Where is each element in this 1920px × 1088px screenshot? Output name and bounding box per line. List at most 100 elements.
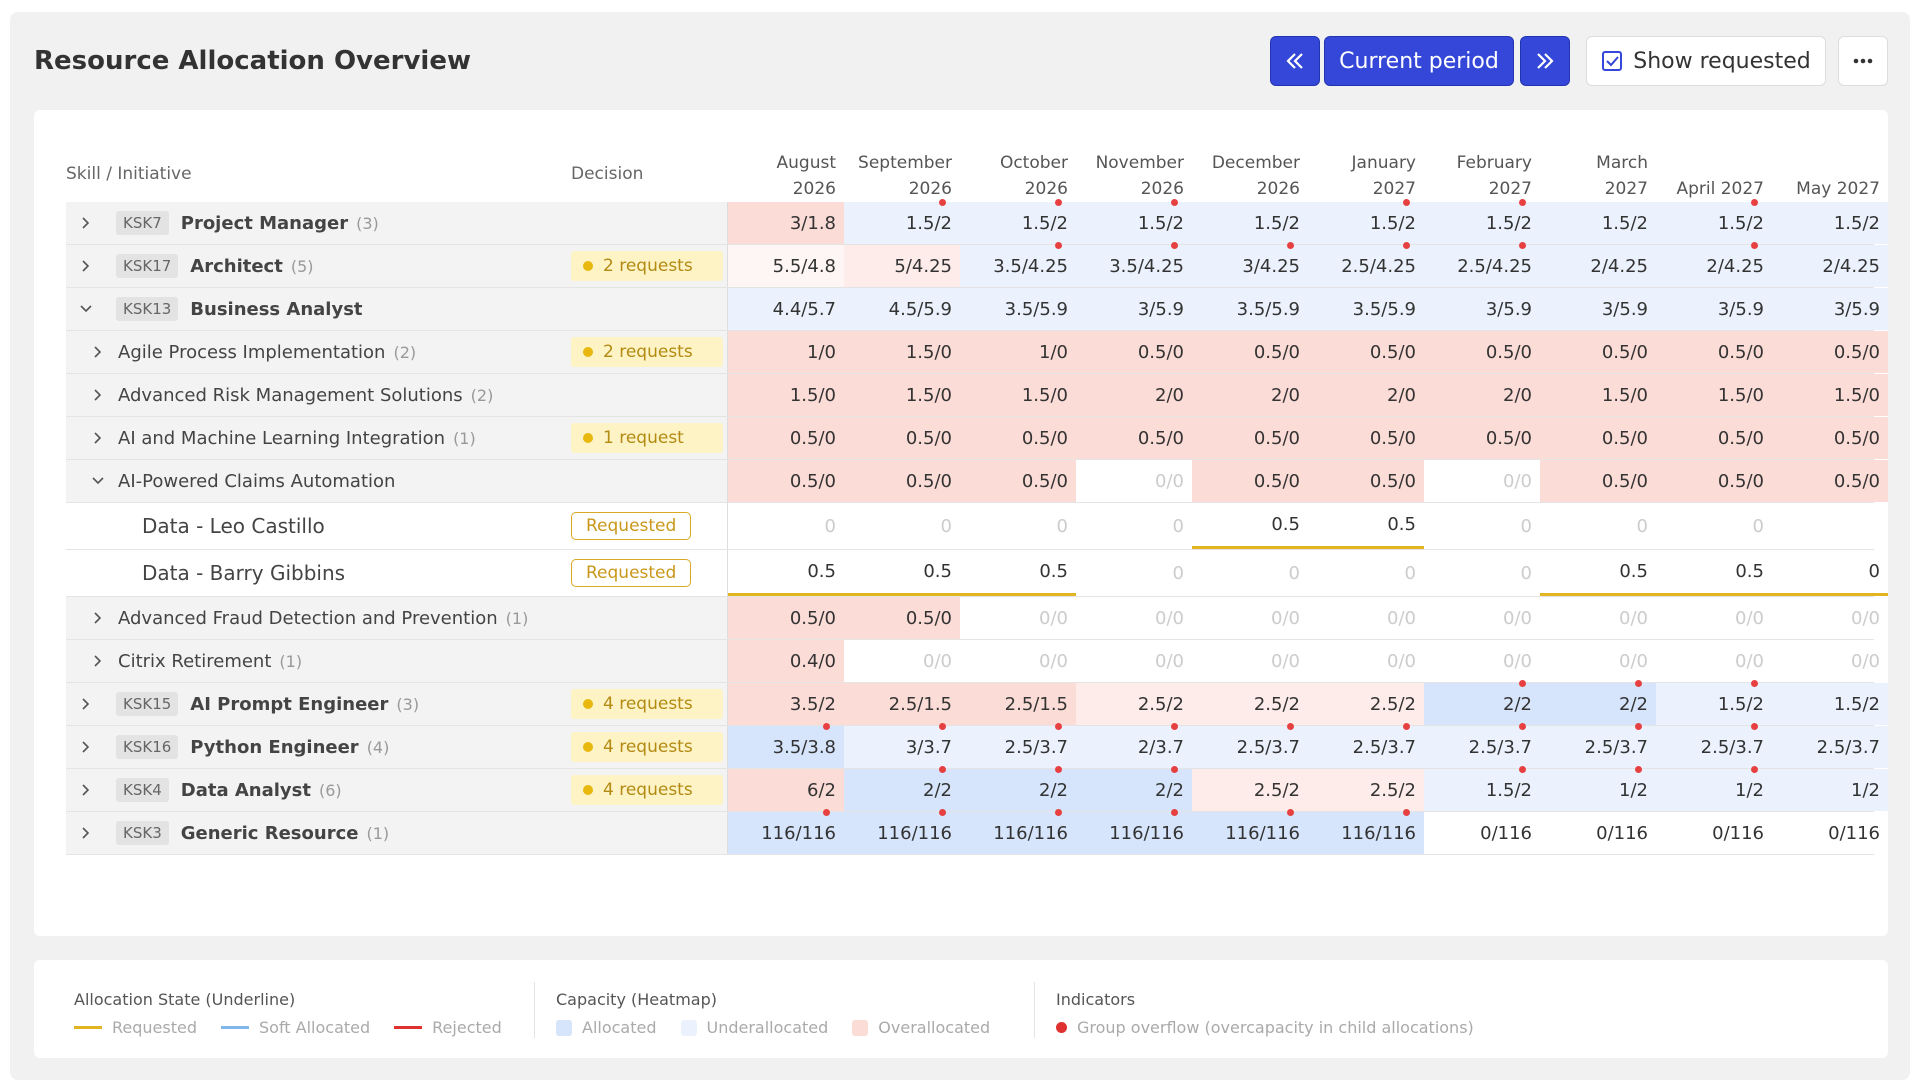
allocation-cell: 0.5/0 <box>1656 417 1772 459</box>
expand-toggle[interactable] <box>90 387 106 403</box>
skill-code: KSK15 <box>116 692 179 716</box>
chevron <box>94 612 102 624</box>
expand-toggle[interactable] <box>78 301 94 317</box>
allocation-cell: 0.5 <box>1308 503 1424 549</box>
allocation-cell: 3.5/4.25 <box>960 242 1076 287</box>
allocation-cell: 0 <box>844 503 960 549</box>
more-button[interactable] <box>1838 36 1888 86</box>
legend-swatch <box>394 1026 423 1029</box>
expand-toggle[interactable] <box>78 696 94 712</box>
legend-label: Overallocated <box>878 1018 991 1037</box>
expand-toggle[interactable] <box>78 782 94 798</box>
allocation-cell: 1.5/2 <box>1772 683 1888 725</box>
allocation-cell: 2.5/3.7 <box>1192 723 1308 768</box>
allocation-cell: 116/116 <box>844 809 960 854</box>
allocation-cell: 116/116 <box>728 809 844 854</box>
allocation-cell: 1/2 <box>1656 766 1772 811</box>
overflow-indicator <box>1519 766 1526 773</box>
allocation-cell: 2/0 <box>1076 374 1192 416</box>
legend-divider <box>534 982 535 1038</box>
allocation-cell: 116/116 <box>960 809 1076 854</box>
row-count: (3) <box>356 213 379 233</box>
expand-toggle[interactable] <box>78 258 94 274</box>
allocation-cell: 0.5/0 <box>1308 331 1424 373</box>
allocation-cell: 0.5 <box>1192 503 1308 549</box>
row-name: Agile Process Implementation <box>118 341 386 363</box>
decision-text: 4 requests <box>603 694 693 714</box>
legend-item: Requested <box>74 1018 197 1037</box>
row-count: (1) <box>366 823 390 843</box>
expand-toggle[interactable] <box>90 430 106 446</box>
allocation-cell: 0/0 <box>1656 597 1772 639</box>
page-title: Resource Allocation Overview <box>34 46 471 76</box>
overflow-indicator <box>823 723 830 730</box>
legend-swatch <box>680 1019 697 1036</box>
allocation-cell: 2.5/2 <box>1192 769 1308 811</box>
allocation-cell: 0.5/0 <box>960 460 1076 502</box>
allocation-cell: 3.5/5.9 <box>1308 288 1424 330</box>
allocation-cell: 3.5/5.9 <box>960 288 1076 330</box>
allocation-cell: 2/2 <box>1076 766 1192 811</box>
decision-text: 4 requests <box>603 737 693 757</box>
decision-dot <box>583 785 593 795</box>
current-period-button[interactable]: Current period <box>1324 36 1514 86</box>
allocation-cell: 3/5.9 <box>1656 288 1772 330</box>
legend-label: Soft Allocated <box>259 1018 371 1037</box>
overflow-indicator <box>1287 723 1294 730</box>
row-count: (3) <box>396 694 420 714</box>
decision-pill: 4 requests <box>571 689 723 719</box>
allocation-cell: 6/2 <box>728 769 844 811</box>
month-header: February 2027 <box>1456 153 1532 199</box>
allocation-cell: 0/0 <box>1424 460 1540 502</box>
allocation-cell: 116/116 <box>1192 809 1308 854</box>
overflow-indicator <box>1751 242 1758 249</box>
month-header: December 2026 <box>1211 153 1300 199</box>
row-count: (2) <box>393 342 417 362</box>
allocation-cell: 0.5/0 <box>844 460 960 502</box>
overflow-indicator <box>1055 199 1062 206</box>
overflow-indicator <box>939 809 946 816</box>
show-requested-toggle[interactable]: Show requested <box>1586 36 1826 86</box>
allocation-cell: 2.5/3.7 <box>1540 723 1656 768</box>
column-header: Skill / Initiative <box>66 164 192 184</box>
allocation-cell: 0/0 <box>1424 640 1540 682</box>
allocation-cell: 1.5/2 <box>1308 199 1424 244</box>
expand-toggle[interactable] <box>78 825 94 841</box>
allocation-cell: 0/116 <box>1772 812 1888 854</box>
month-header: November 2026 <box>1095 153 1184 199</box>
next-button[interactable] <box>1520 36 1570 86</box>
overflow-indicator <box>1403 809 1410 816</box>
table-card: Skill / Initiative Decision August 2026 S… <box>34 110 1888 936</box>
row-name: Project Manager <box>180 212 349 234</box>
allocation-cell: 0.5/0 <box>728 460 844 502</box>
overflow-indicator <box>939 199 946 206</box>
row-name: Architect <box>190 255 283 277</box>
allocation-cell: 0.5/0 <box>1656 331 1772 373</box>
allocation-cell: 116/116 <box>1076 809 1192 854</box>
allocation-cell: 2/2 <box>1424 680 1540 725</box>
prev-button[interactable] <box>1270 36 1320 86</box>
chevron <box>92 477 104 485</box>
expand-toggle[interactable] <box>90 473 106 489</box>
legend-title: Capacity (Heatmap) <box>556 990 717 1009</box>
skill-code: KSK17 <box>116 254 179 278</box>
skill-code: KSK3 <box>116 821 169 845</box>
expand-toggle[interactable] <box>90 653 106 669</box>
allocation-cell: 0.5/0 <box>1424 417 1540 459</box>
overflow-indicator <box>1751 680 1758 687</box>
legend: Allocation State (Underline) Requested Sof… <box>34 960 1888 1058</box>
overflow-indicator <box>1519 199 1526 206</box>
allocation-cell: 1/2 <box>1540 766 1656 811</box>
expand-toggle[interactable] <box>78 739 94 755</box>
expand-toggle[interactable] <box>78 215 94 231</box>
allocation-cell: 2.5/4.25 <box>1308 242 1424 287</box>
chevron <box>82 741 90 753</box>
expand-toggle[interactable] <box>90 610 106 626</box>
expand-toggle[interactable] <box>90 344 106 360</box>
row-name: Data Analyst <box>180 779 311 801</box>
row-name: Advanced Fraud Detection and Prevention <box>118 607 498 629</box>
skill-code: KSK16 <box>116 735 179 759</box>
allocation-cell: 2.5/3.7 <box>1424 723 1540 768</box>
allocation-cell: 1.5/2 <box>960 199 1076 244</box>
allocation-cell: 2.5/4.25 <box>1424 242 1540 287</box>
